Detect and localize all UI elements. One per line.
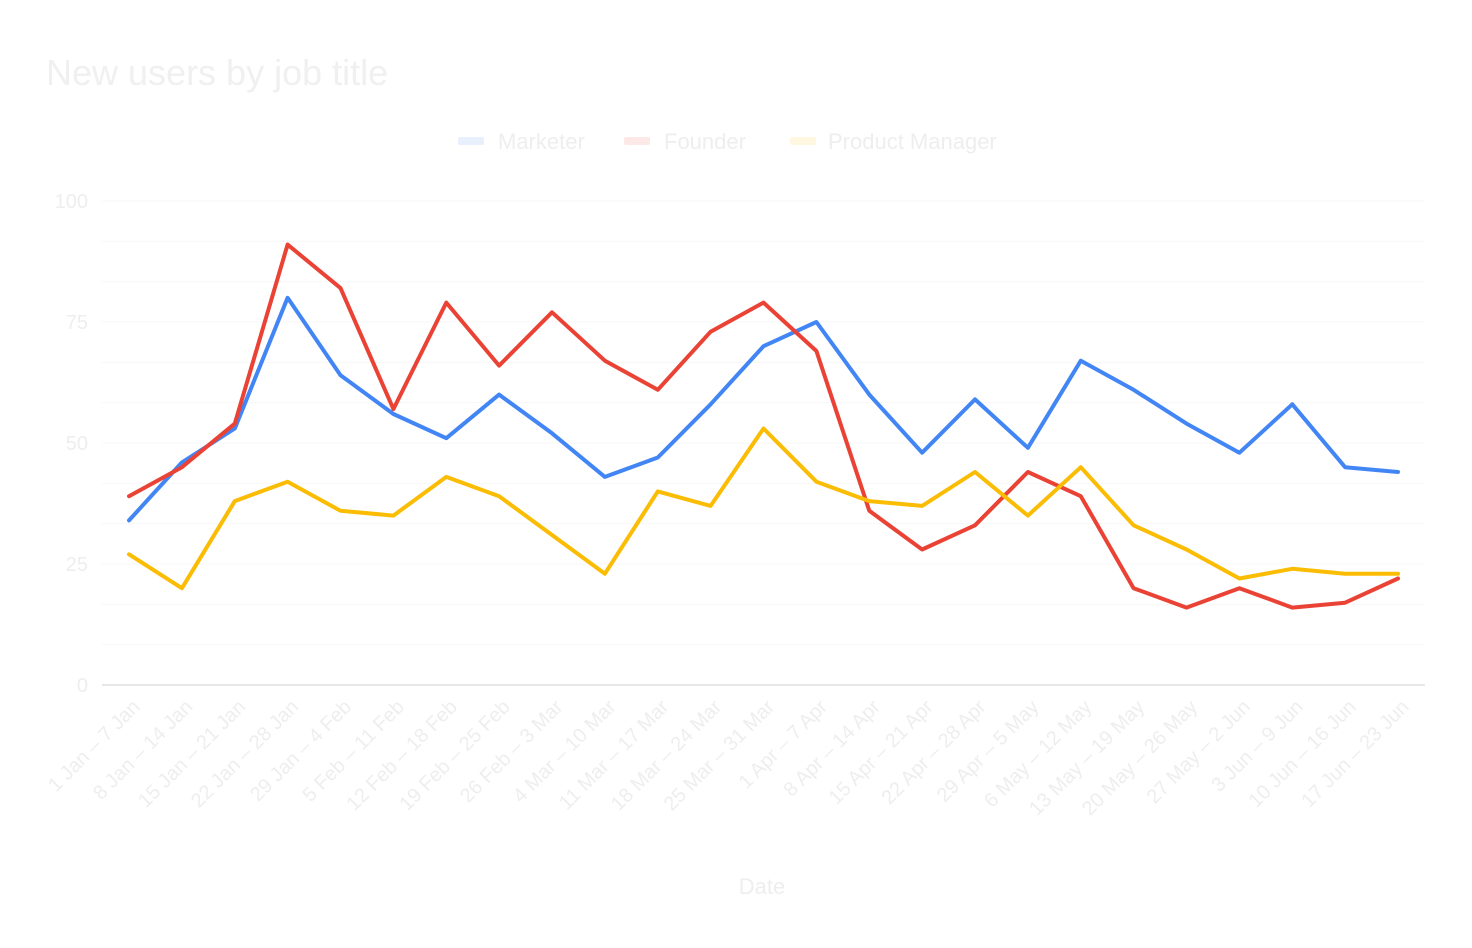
legend-swatch	[458, 137, 484, 145]
legend-swatch	[624, 137, 650, 145]
y-tick-label: 100	[55, 191, 88, 213]
y-tick-label: 0	[77, 675, 88, 697]
legend-item-founder[interactable]: Founder	[624, 129, 746, 154]
x-axis-title: Date	[739, 874, 785, 899]
legend-swatch	[790, 137, 816, 145]
series-line-marketer	[127, 295, 1400, 523]
x-tick-label: 1 Jan – 7 Jan	[44, 696, 144, 796]
series-lines	[127, 242, 1400, 610]
y-tick-label: 25	[66, 554, 88, 576]
legend-item-product-manager[interactable]: Product Manager	[790, 129, 997, 154]
series-line-founder	[127, 242, 1400, 610]
y-tick-label: 50	[66, 433, 88, 455]
legend-label: Product Manager	[828, 129, 997, 154]
legend-item-marketer[interactable]: Marketer	[458, 129, 585, 154]
x-tick-label: 3 Jun – 9 Jun	[1207, 696, 1307, 796]
legend-label: Marketer	[498, 129, 585, 154]
y-axis-ticks: 0 25 50 75 100	[55, 191, 88, 697]
legend-label: Founder	[664, 129, 746, 154]
series-line-product-manager	[127, 426, 1400, 591]
legend[interactable]: Marketer Founder Product Manager	[458, 129, 997, 154]
chart-title: New users by job title	[46, 52, 389, 93]
y-tick-label: 75	[66, 312, 88, 334]
gridlines	[102, 200, 1425, 686]
